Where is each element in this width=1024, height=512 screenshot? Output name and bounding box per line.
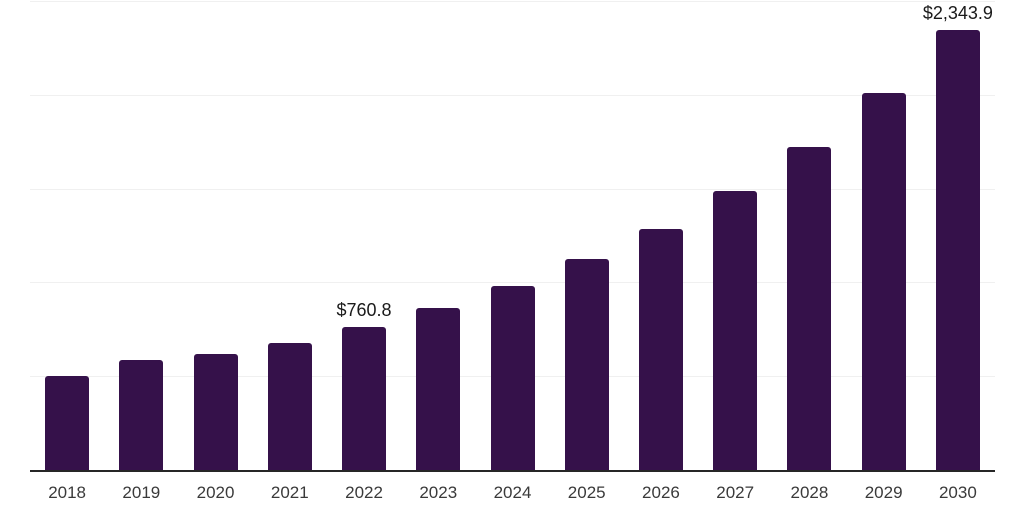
- x-tick-2030: 2030: [938, 483, 977, 502]
- bar-2029: [861, 92, 906, 470]
- x-tick-2021: 2021: [270, 483, 309, 502]
- bar-2018: [45, 376, 90, 470]
- bar-2027: [713, 191, 758, 470]
- x-tick-2029: 2029: [864, 483, 903, 502]
- gridline-2500: [30, 1, 995, 2]
- bar-2020: [193, 354, 238, 470]
- x-tick-2024: 2024: [493, 483, 532, 502]
- x-tick-2025: 2025: [567, 483, 606, 502]
- bar-2024: [490, 285, 535, 470]
- x-tick-2026: 2026: [642, 483, 680, 502]
- bar-2028: [787, 146, 832, 470]
- x-tick-2018: 2018: [48, 483, 87, 502]
- bar-2025: [564, 258, 609, 470]
- bar-2022: [342, 327, 387, 470]
- x-tick-2028: 2028: [790, 483, 829, 502]
- x-tick-2022: 2022: [345, 483, 383, 502]
- bar-2023: [416, 308, 461, 470]
- bar-2019: [119, 360, 164, 470]
- bar-2021: [267, 343, 312, 470]
- gridline-1500: [30, 188, 995, 190]
- x-tick-2019: 2019: [122, 483, 161, 502]
- data-label-2030: $2,343.9: [922, 3, 993, 24]
- x-axis-line: [30, 470, 995, 472]
- bar-2026: [638, 228, 683, 470]
- x-tick-2027: 2027: [716, 483, 755, 502]
- data-label-2022: $760.8: [336, 300, 392, 321]
- gridline-2000: [30, 94, 995, 96]
- gridline-1000: [30, 282, 995, 284]
- x-tick-2023: 2023: [419, 483, 458, 502]
- bar-2030: [935, 30, 980, 470]
- x-tick-2020: 2020: [196, 483, 235, 502]
